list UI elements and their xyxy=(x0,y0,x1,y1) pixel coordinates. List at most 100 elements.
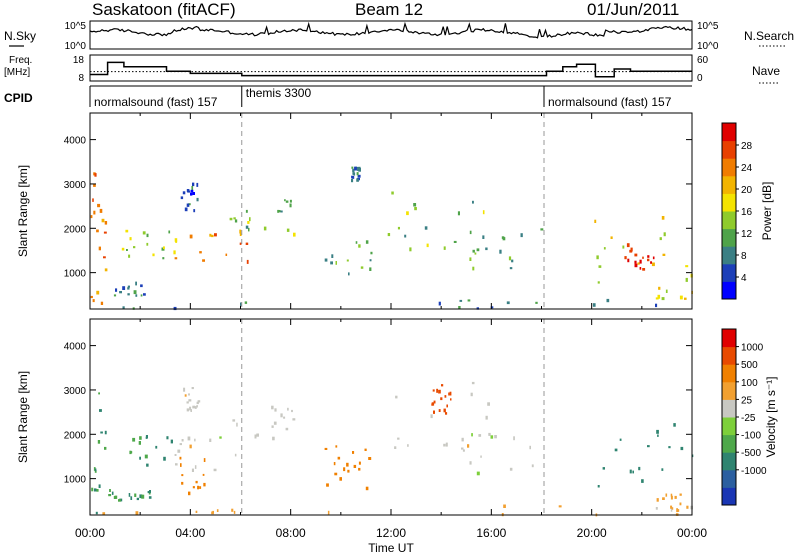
echo-cell xyxy=(353,172,356,176)
echo-cell xyxy=(431,403,434,406)
echo-cell xyxy=(659,237,662,241)
echo-cell xyxy=(404,234,407,238)
echo-cell xyxy=(184,207,188,212)
echo-cell xyxy=(658,286,661,290)
echo-cell xyxy=(535,301,538,304)
echo-cell xyxy=(108,494,112,497)
echo-cell xyxy=(188,491,191,496)
echo-cell xyxy=(441,384,444,387)
echo-cell xyxy=(193,209,196,213)
echo-cell xyxy=(104,446,107,450)
echo-cell xyxy=(596,255,599,260)
echo-cell xyxy=(665,493,668,497)
echo-cell xyxy=(395,395,398,399)
colorbar-segment xyxy=(722,263,736,282)
echo-cell xyxy=(216,509,219,512)
echo-cell xyxy=(162,257,165,260)
echo-cell xyxy=(191,186,194,190)
echo-cell xyxy=(619,438,622,441)
y-tick-label: 2000 xyxy=(64,430,87,441)
echo-cell xyxy=(93,488,97,492)
echo-cell xyxy=(209,233,212,237)
echo-cell xyxy=(128,493,131,497)
echo-cell xyxy=(469,230,472,235)
echo-cell xyxy=(271,425,274,428)
power-plot-bg xyxy=(90,113,692,309)
echo-cell xyxy=(133,246,136,249)
colorbar-segment xyxy=(722,211,736,230)
echo-cell xyxy=(670,508,673,512)
echo-cell xyxy=(197,485,199,490)
echo-cell xyxy=(280,413,283,418)
echo-cell xyxy=(293,232,296,237)
y-tick-label: 3000 xyxy=(64,180,87,191)
echo-cell xyxy=(458,306,461,309)
echo-cell xyxy=(99,409,102,412)
echo-cell xyxy=(443,246,446,250)
echo-cell xyxy=(196,182,199,187)
echo-cell xyxy=(234,453,237,457)
echo-region xyxy=(90,172,108,305)
nave-right-tick-bottom: 0 xyxy=(697,73,703,84)
echo-cell xyxy=(443,443,446,447)
echo-cell xyxy=(360,266,364,269)
echo-cell xyxy=(211,511,214,515)
echo-cell xyxy=(461,447,464,450)
echo-region xyxy=(394,381,490,452)
echo-cell xyxy=(487,402,490,406)
echo-cell xyxy=(445,412,448,415)
colorbar-segment xyxy=(722,158,736,177)
power-y-axis-label: Slant Range [km] xyxy=(16,165,30,257)
echo-cell xyxy=(474,252,477,255)
echo-cell xyxy=(119,291,122,294)
echo-cell xyxy=(476,248,480,252)
echo-cell xyxy=(657,434,659,437)
colorbar-tick-label: 24 xyxy=(741,163,753,174)
colorbar-tick-label: -25 xyxy=(741,413,756,424)
echo-cell xyxy=(231,508,234,512)
echo-cell xyxy=(352,176,355,179)
colorbar-segment xyxy=(722,123,736,142)
echo-cell xyxy=(597,281,600,284)
echo-cell xyxy=(94,470,97,473)
echo-cell xyxy=(175,240,178,243)
echo-cell xyxy=(271,405,274,410)
echo-cell xyxy=(92,299,95,303)
echo-cell xyxy=(190,409,192,412)
echo-cell xyxy=(132,437,136,442)
echo-cell xyxy=(354,166,357,171)
colorbar-segment xyxy=(722,140,736,159)
echo-cell xyxy=(163,246,165,250)
echo-cell xyxy=(634,253,638,257)
echo-cell xyxy=(629,249,633,253)
echo-cell xyxy=(638,466,641,471)
echo-region xyxy=(594,216,693,284)
echo-cell xyxy=(192,192,195,195)
echo-cell xyxy=(187,436,191,441)
time-axis-label: Time UT xyxy=(368,541,414,554)
echo-cell xyxy=(244,301,248,304)
echo-cell xyxy=(232,419,236,422)
echo-cell xyxy=(181,439,184,442)
echo-cell xyxy=(97,440,101,444)
echo-cell xyxy=(331,254,334,258)
echo-cell xyxy=(426,243,429,248)
echo-region xyxy=(387,191,485,253)
colorbar-tick-label: 8 xyxy=(741,251,747,262)
velocity-plot-bg xyxy=(90,319,692,515)
echo-cell xyxy=(148,492,151,495)
echo-cell xyxy=(182,191,186,195)
frequency-trace xyxy=(90,61,692,78)
echo-cell xyxy=(355,241,358,244)
echo-region xyxy=(91,392,107,515)
echo-region xyxy=(469,228,544,271)
echo-cell xyxy=(324,447,328,450)
echo-cell xyxy=(95,511,98,515)
cpid-mode-label: themis 3300 xyxy=(246,86,312,100)
colorbar-tick-label: 500 xyxy=(741,360,758,371)
echo-cell xyxy=(197,400,201,403)
echo-cell xyxy=(351,178,354,183)
echo-cell xyxy=(100,431,103,434)
echo-cell xyxy=(337,456,341,460)
colorbar-segment xyxy=(722,193,736,212)
